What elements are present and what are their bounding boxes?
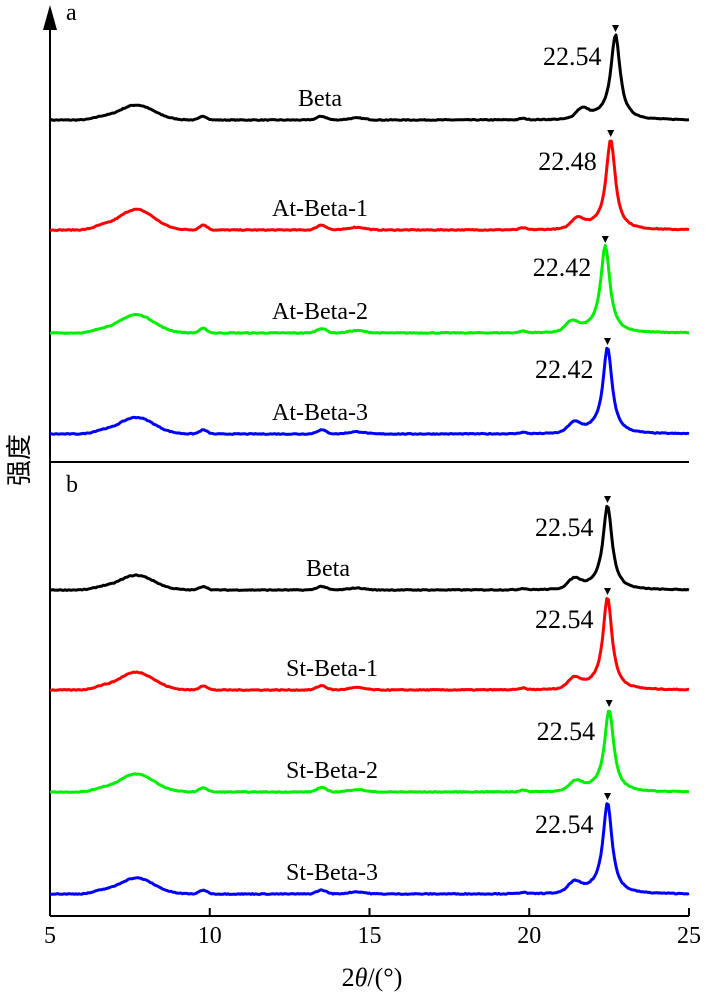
peak-marker-icon (607, 130, 615, 137)
x-tick-label: 25 (677, 923, 701, 949)
peak-value-label: 22.54 (535, 605, 594, 634)
peak-marker-icon (604, 588, 612, 595)
series-name-label: Beta (298, 86, 342, 112)
panel-label-a: a (66, 0, 77, 26)
peak-value-label: 22.54 (535, 513, 594, 542)
traces (49, 25, 690, 896)
y-axis-title: 强度 (5, 434, 34, 486)
series-labels: 22.54 Beta 22.48 At-Beta-1 22.42 At-Beta-2 22.… (272, 42, 601, 886)
series-line-at-beta-2 (49, 244, 690, 335)
series-line-st-beta-2 (49, 709, 690, 794)
y-axis-arrow-icon (43, 5, 57, 30)
peak-marker-icon (605, 700, 613, 707)
x-axis-title: 2θ/(°) (342, 963, 403, 992)
peak-value-label: 22.42 (535, 355, 594, 384)
series-line-st-beta-3 (49, 802, 690, 896)
series-line-at-beta-3 (49, 346, 690, 436)
peak-marker-icon (601, 236, 609, 243)
peak-marker-icon (604, 793, 612, 800)
x-ticks: 5 10 15 20 25 (44, 908, 701, 949)
series-name-label: St-Beta-2 (286, 758, 378, 784)
series-name-label: At-Beta-2 (272, 299, 368, 325)
series-name-label: At-Beta-1 (272, 196, 368, 222)
peak-marker-icon (604, 338, 612, 345)
peak-value-label: 22.54 (537, 717, 596, 746)
series-name-label: St-Beta-1 (286, 656, 378, 682)
peak-value-label: 22.54 (535, 810, 594, 839)
x-tick-label: 10 (198, 923, 222, 949)
x-tick-label: 5 (44, 923, 56, 949)
peak-value-label: 22.48 (538, 147, 597, 176)
x-tick-label: 20 (517, 923, 541, 949)
peak-value-label: 22.42 (533, 253, 592, 282)
peak-marker-icon (612, 25, 620, 32)
series-line-beta (49, 33, 690, 122)
x-axis-title-suffix: /(°) (367, 963, 402, 992)
series-name-label: Beta (306, 556, 350, 582)
series-line-st-beta-1 (49, 597, 690, 692)
panel-label-b: b (66, 472, 78, 498)
x-axis-title-prefix: 2 (342, 963, 355, 992)
x-tick-label: 15 (358, 923, 382, 949)
peak-marker-icon (604, 496, 612, 503)
series-name-label: St-Beta-3 (286, 860, 378, 886)
series-line-at-beta-1 (49, 139, 690, 232)
series-line-beta (49, 504, 690, 592)
series-name-label: At-Beta-3 (272, 400, 368, 426)
x-axis-title-var: θ (355, 963, 368, 992)
peak-value-label: 22.54 (543, 42, 602, 71)
